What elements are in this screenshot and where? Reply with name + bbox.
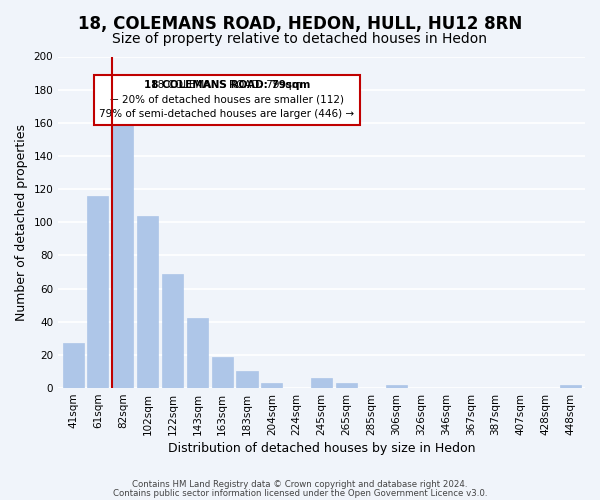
Bar	[560, 385, 581, 388]
Bar	[212, 356, 233, 388]
Bar	[112, 116, 133, 388]
Text: Size of property relative to detached houses in Hedon: Size of property relative to detached ho…	[113, 32, 487, 46]
Bar	[311, 378, 332, 388]
Bar	[162, 274, 183, 388]
Bar	[62, 344, 83, 388]
Bar	[236, 372, 257, 388]
Text: 18 COLEMANS ROAD: 79sqm: 18 COLEMANS ROAD: 79sqm	[143, 80, 310, 90]
Text: Contains public sector information licensed under the Open Government Licence v3: Contains public sector information licen…	[113, 488, 487, 498]
Text: 18, COLEMANS ROAD, HEDON, HULL, HU12 8RN: 18, COLEMANS ROAD, HEDON, HULL, HU12 8RN	[78, 15, 522, 33]
Y-axis label: Number of detached properties: Number of detached properties	[15, 124, 28, 321]
Bar	[137, 216, 158, 388]
Bar	[262, 383, 283, 388]
Bar	[187, 318, 208, 388]
X-axis label: Distribution of detached houses by size in Hedon: Distribution of detached houses by size …	[168, 442, 475, 455]
Bar	[336, 383, 357, 388]
Text: 18 COLEMANS ROAD: 79sqm
← 20% of detached houses are smaller (112)
79% of semi-d: 18 COLEMANS ROAD: 79sqm ← 20% of detache…	[99, 80, 355, 120]
Bar	[386, 385, 407, 388]
Text: Contains HM Land Registry data © Crown copyright and database right 2024.: Contains HM Land Registry data © Crown c…	[132, 480, 468, 489]
Bar	[88, 196, 109, 388]
